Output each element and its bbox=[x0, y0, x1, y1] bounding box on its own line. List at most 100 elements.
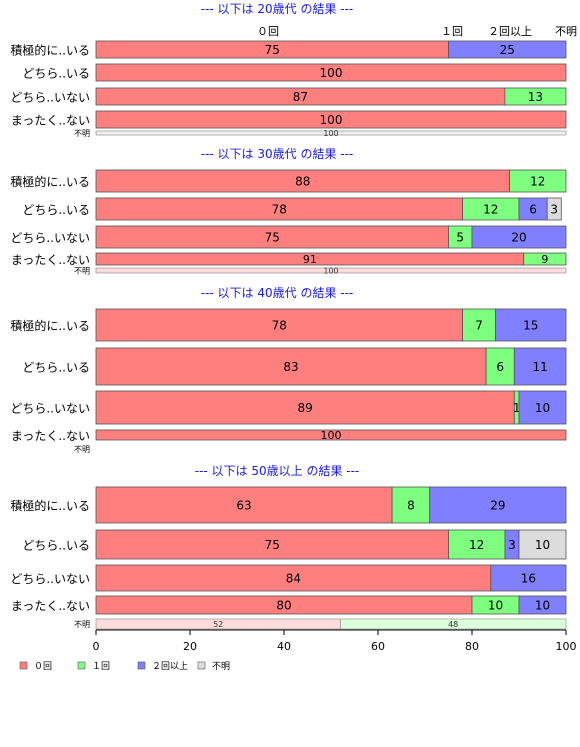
row-label: どちら..いる bbox=[22, 539, 90, 553]
data-label: 88 bbox=[295, 175, 310, 189]
bar-segment bbox=[490, 564, 567, 592]
row-label: まったく..ない bbox=[11, 114, 90, 128]
unknown-bar-segment bbox=[95, 130, 567, 136]
data-label: 75 bbox=[265, 43, 280, 57]
top-legend-label: ０回 bbox=[257, 25, 279, 38]
row-label: どちら..いる bbox=[22, 361, 90, 375]
bar-segment bbox=[95, 429, 567, 441]
data-label: 84 bbox=[286, 572, 301, 586]
x-tick-label: 20 bbox=[183, 640, 197, 653]
bar-segment bbox=[485, 347, 515, 386]
unknown-data-label: 100 bbox=[323, 267, 338, 276]
bar-segment bbox=[513, 347, 567, 386]
data-label: 3 bbox=[550, 203, 558, 217]
legend-label: ０回 bbox=[34, 661, 52, 672]
data-label: 8 bbox=[407, 499, 415, 513]
x-tick-label: 0 bbox=[93, 640, 100, 653]
row-label: まったく..ない bbox=[11, 599, 90, 613]
bar-segment bbox=[95, 564, 492, 592]
data-label: 89 bbox=[298, 401, 313, 415]
top-legend-label: １回 bbox=[441, 25, 463, 38]
bar-segment bbox=[509, 169, 567, 193]
legend-label: ２回以上 bbox=[152, 661, 188, 672]
row-label: どちら..いる bbox=[22, 203, 90, 217]
bar-segment bbox=[471, 225, 567, 249]
unknown-row-label: 不明 bbox=[74, 445, 90, 454]
data-label: 10 bbox=[535, 538, 550, 552]
data-label: 10 bbox=[488, 599, 503, 613]
panel-title: --- 以下は 50歳以上 の結果 --- bbox=[195, 464, 360, 478]
legend-label: 不明 bbox=[212, 661, 230, 672]
x-tick-label: 100 bbox=[556, 640, 577, 653]
data-label: 12 bbox=[483, 203, 498, 217]
x-tick-label: 80 bbox=[465, 640, 479, 653]
bar-segment bbox=[504, 87, 567, 106]
data-label: 78 bbox=[272, 319, 287, 333]
bar-segment bbox=[518, 390, 567, 425]
row-label: どちら..いない bbox=[10, 572, 90, 586]
legend-swatch bbox=[19, 661, 28, 670]
data-label: 7 bbox=[475, 319, 483, 333]
row-label: 積極的に..いる bbox=[10, 318, 90, 333]
panel-title: --- 以下は 30歳代 の結果 --- bbox=[201, 147, 354, 161]
data-label: 25 bbox=[500, 43, 515, 57]
bar-segment bbox=[95, 390, 515, 425]
bar-segment bbox=[518, 529, 567, 560]
data-label: 100 bbox=[320, 113, 343, 127]
bar-segment bbox=[95, 63, 567, 82]
row-label: 積極的に..いる bbox=[10, 498, 90, 513]
data-label: 10 bbox=[535, 401, 550, 415]
unknown-bar-segment bbox=[95, 267, 567, 274]
data-label: 12 bbox=[469, 538, 484, 552]
bar-segment bbox=[95, 347, 487, 386]
row-label: どちら..いない bbox=[10, 402, 90, 416]
data-label: 9 bbox=[541, 253, 548, 266]
data-label: 75 bbox=[265, 538, 280, 552]
data-label: 11 bbox=[533, 360, 548, 374]
data-label: 80 bbox=[276, 599, 291, 613]
unknown-data-label: 52 bbox=[213, 620, 223, 629]
bar-segment bbox=[429, 486, 567, 524]
unknown-data-label: 48 bbox=[448, 620, 458, 629]
row-label: 積極的に..いる bbox=[10, 174, 90, 189]
bar-segment bbox=[462, 308, 496, 342]
data-label: 16 bbox=[521, 572, 536, 586]
data-label: 83 bbox=[283, 360, 298, 374]
data-label: 29 bbox=[490, 499, 505, 513]
row-label: どちら..いない bbox=[10, 231, 90, 245]
data-label: 6 bbox=[529, 203, 537, 217]
bar-segment bbox=[95, 110, 567, 129]
data-label: 75 bbox=[265, 231, 280, 245]
data-label: 15 bbox=[523, 319, 538, 333]
data-label: 5 bbox=[456, 231, 464, 245]
row-label: どちら..いない bbox=[10, 91, 90, 105]
unknown-row-label: 不明 bbox=[74, 129, 90, 138]
data-label: 20 bbox=[511, 231, 526, 245]
legend-label: １回 bbox=[92, 661, 110, 672]
data-label: 1 bbox=[513, 401, 521, 415]
data-label: 13 bbox=[528, 90, 543, 104]
data-label: 12 bbox=[530, 175, 545, 189]
row-label: まったく..ない bbox=[11, 253, 90, 267]
bar-segment bbox=[546, 197, 562, 221]
unknown-bar-segment bbox=[340, 618, 567, 630]
data-label: 10 bbox=[535, 599, 550, 613]
data-label: 78 bbox=[272, 203, 287, 217]
panel-title: --- 以下は 20歳代 の結果 --- bbox=[201, 2, 354, 16]
data-label: 87 bbox=[293, 90, 308, 104]
bar-segment bbox=[95, 486, 393, 524]
x-tick-label: 60 bbox=[371, 640, 385, 653]
row-label: どちら..いる bbox=[22, 67, 90, 81]
data-label: 91 bbox=[303, 253, 317, 266]
row-label: 積極的に..いる bbox=[10, 43, 90, 58]
data-label: 6 bbox=[496, 360, 504, 374]
legend-swatch bbox=[137, 661, 146, 670]
bar-segment bbox=[518, 595, 567, 615]
data-label: 100 bbox=[320, 66, 343, 80]
top-legend-label: ２回以上 bbox=[488, 25, 532, 38]
data-label: 100 bbox=[321, 429, 342, 442]
panel-title: --- 以下は 40歳代 の結果 --- bbox=[201, 286, 354, 300]
unknown-row-label: 不明 bbox=[74, 267, 90, 276]
x-tick-label: 40 bbox=[277, 640, 291, 653]
